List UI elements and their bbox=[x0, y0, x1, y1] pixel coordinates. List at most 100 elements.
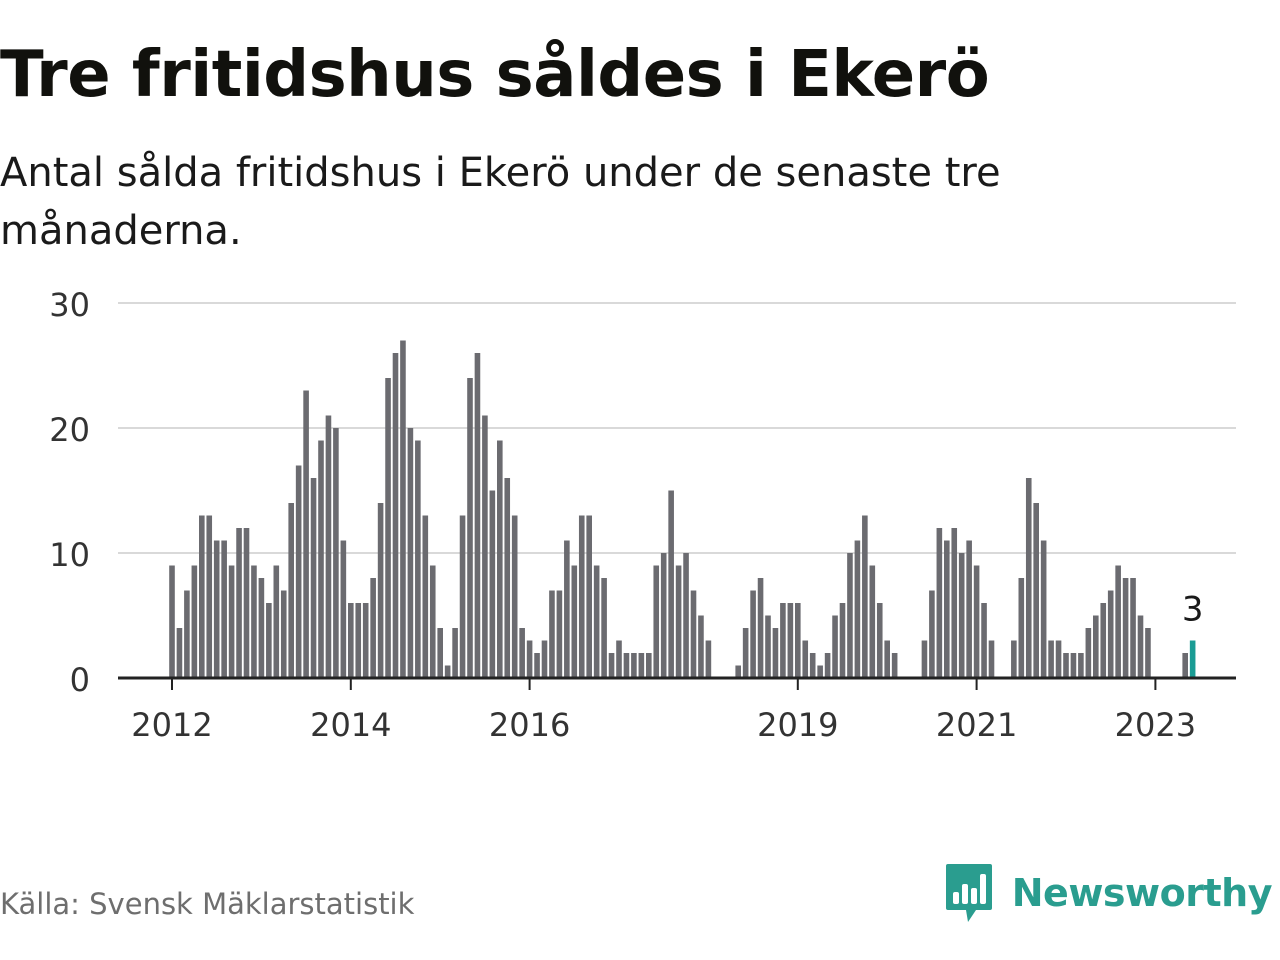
bar bbox=[340, 540, 347, 678]
bar bbox=[824, 653, 831, 678]
bar bbox=[519, 628, 525, 678]
bar bbox=[400, 340, 406, 678]
bar bbox=[638, 653, 645, 678]
bar bbox=[348, 603, 354, 678]
bar bbox=[206, 515, 213, 678]
bar bbox=[1093, 615, 1099, 678]
bar bbox=[832, 615, 838, 678]
bar bbox=[504, 478, 511, 678]
bar bbox=[876, 603, 883, 678]
bar bbox=[944, 540, 950, 678]
bar bbox=[325, 415, 332, 678]
bar bbox=[1182, 653, 1188, 678]
bar bbox=[571, 565, 578, 678]
bar bbox=[966, 540, 972, 678]
bar bbox=[586, 515, 592, 678]
bar bbox=[258, 578, 265, 678]
bars bbox=[169, 340, 1196, 678]
bar bbox=[936, 528, 943, 678]
bar bbox=[742, 628, 749, 678]
bar bbox=[497, 440, 503, 678]
bar bbox=[385, 378, 391, 678]
bar bbox=[489, 490, 496, 678]
bar bbox=[280, 590, 287, 678]
bar bbox=[437, 628, 443, 678]
bar bbox=[429, 565, 436, 678]
bar bbox=[370, 578, 376, 678]
x-tick-label: 2012 bbox=[131, 706, 212, 744]
bar bbox=[1055, 640, 1062, 678]
y-tick-label: 10 bbox=[49, 536, 90, 574]
bar bbox=[1025, 478, 1032, 678]
bar bbox=[273, 565, 280, 678]
x-axis-ticks: 2012 2014 2016 2019 2021 2023 bbox=[131, 678, 1196, 744]
bar bbox=[772, 628, 779, 678]
newsworthy-logo[interactable]: Newsworthy bbox=[944, 860, 1273, 926]
bar bbox=[809, 653, 816, 678]
bar bbox=[988, 640, 995, 678]
bar bbox=[534, 653, 540, 678]
bar bbox=[482, 415, 488, 678]
bar bbox=[251, 565, 257, 678]
bar bbox=[213, 540, 220, 678]
bar bbox=[1145, 628, 1151, 678]
bar bbox=[459, 515, 466, 678]
bar bbox=[474, 353, 481, 678]
bar bbox=[787, 603, 794, 678]
bar bbox=[593, 565, 600, 678]
highlight-bar bbox=[1189, 640, 1196, 678]
bar bbox=[795, 603, 801, 678]
bar bbox=[169, 565, 175, 678]
bar bbox=[839, 603, 846, 678]
bar bbox=[973, 565, 980, 678]
y-tick-label: 20 bbox=[49, 411, 90, 449]
y-tick-label: 0 bbox=[70, 661, 90, 699]
x-tick-label: 2021 bbox=[936, 706, 1017, 744]
bar bbox=[1063, 653, 1069, 678]
bar bbox=[1115, 565, 1121, 678]
bar bbox=[266, 603, 272, 678]
bar bbox=[616, 640, 622, 678]
bar bbox=[929, 590, 935, 678]
bar-chart: 0 10 20 30 2012 2014 2016 2019 2021 2023 3 bbox=[49, 286, 1236, 744]
bar bbox=[608, 653, 615, 678]
bar bbox=[355, 603, 362, 678]
bar bbox=[891, 653, 898, 678]
bar bbox=[184, 590, 190, 678]
bar bbox=[407, 428, 414, 678]
bar bbox=[921, 640, 928, 678]
newsworthy-logo-icon bbox=[945, 864, 992, 922]
bar bbox=[191, 565, 198, 678]
bar bbox=[526, 640, 533, 678]
x-tick-label: 2023 bbox=[1115, 706, 1196, 744]
bar bbox=[854, 540, 861, 678]
bar bbox=[556, 590, 563, 678]
gridlines bbox=[118, 302, 1236, 554]
bar bbox=[780, 603, 786, 678]
bar bbox=[750, 590, 756, 678]
chart-subtitle: Antal sålda fritidshus i Ekerö under de … bbox=[0, 150, 1001, 254]
bar bbox=[444, 665, 451, 678]
bar bbox=[228, 565, 235, 678]
bar bbox=[817, 665, 823, 678]
chart-title: Tre fritidshus såldes i Ekerö bbox=[0, 38, 990, 112]
bar bbox=[1107, 590, 1114, 678]
bar bbox=[735, 665, 741, 678]
bar bbox=[318, 440, 324, 678]
bar bbox=[698, 615, 704, 678]
bar bbox=[1130, 578, 1136, 678]
bar bbox=[1122, 578, 1129, 678]
bar bbox=[549, 590, 555, 678]
bar bbox=[377, 503, 384, 678]
bar bbox=[362, 603, 369, 678]
bar bbox=[310, 478, 317, 678]
bar bbox=[1137, 615, 1144, 678]
bar bbox=[757, 578, 764, 678]
bar bbox=[1048, 640, 1054, 678]
bar bbox=[333, 428, 339, 678]
highlight-value-label: 3 bbox=[1182, 590, 1204, 630]
bar bbox=[653, 565, 660, 678]
brand-name: Newsworthy bbox=[1011, 871, 1273, 915]
y-tick-label: 30 bbox=[49, 286, 90, 324]
bar bbox=[511, 515, 518, 678]
